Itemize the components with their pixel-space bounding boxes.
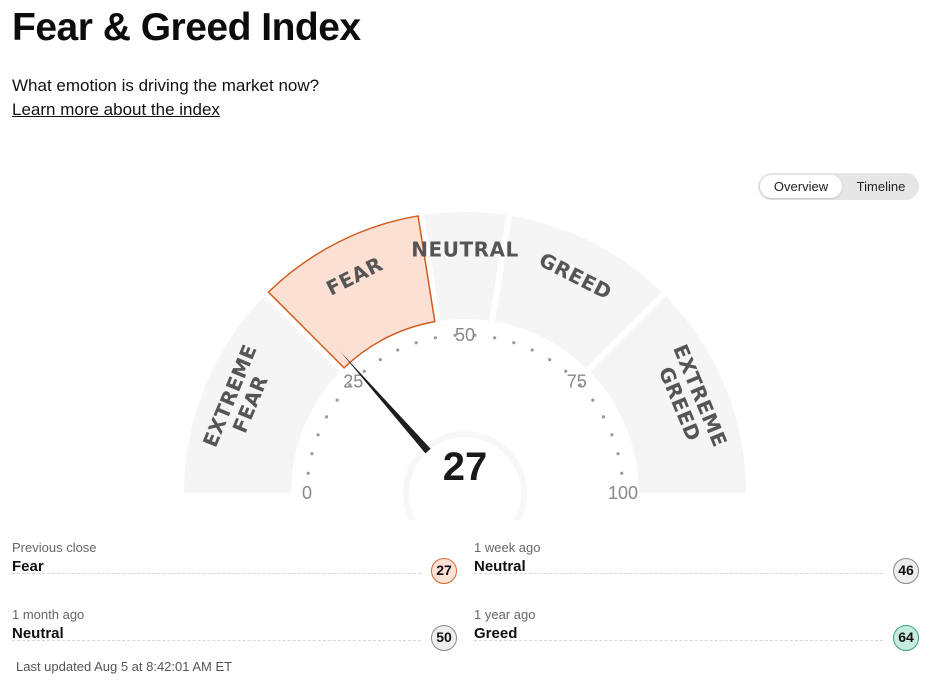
gauge-tick-dot	[378, 357, 382, 362]
gauge-tick-dot	[620, 471, 624, 475]
history-rating: Neutral	[12, 625, 64, 642]
gauge-tick-dot	[473, 333, 477, 337]
gauge-tick-dot	[306, 471, 310, 475]
score-badge: 46	[893, 558, 919, 584]
history-label: Previous close	[12, 540, 97, 555]
gauge-tick-dot	[512, 341, 516, 345]
gauge-tick-dot	[414, 341, 418, 345]
history-label: 1 year ago	[474, 607, 536, 622]
gauge-segment-label: NEUTRAL	[411, 238, 518, 262]
gauge-tick-dot	[601, 415, 606, 419]
gauge-segment-neutral	[424, 212, 506, 321]
gauge-segment-greed	[495, 215, 662, 368]
divider	[474, 573, 883, 574]
gauge-tick-label: 75	[567, 371, 587, 391]
history-rating: Greed	[474, 625, 518, 642]
divider	[474, 640, 883, 641]
history-1-month-ago: 1 month ago Neutral 50	[12, 607, 457, 663]
gauge-tick-dot	[324, 415, 329, 419]
page-title: Fear & Greed Index	[12, 6, 361, 49]
view-toggle: Overview Timeline	[758, 173, 919, 200]
divider	[12, 640, 421, 641]
gauge-tick-dot	[616, 452, 620, 456]
gauge-segment-extreme-greed	[590, 296, 746, 493]
gauge-score: 27	[443, 445, 488, 489]
gauge-tick-dot	[564, 369, 568, 373]
gauge-segment-extreme-fear	[184, 296, 340, 493]
gauge-tick-dot	[591, 398, 595, 402]
history-label: 1 week ago	[474, 540, 541, 555]
gauge-tick-label: 100	[608, 483, 638, 503]
score-badge: 27	[431, 558, 457, 584]
history-1-week-ago: 1 week ago Neutral 46	[474, 540, 919, 596]
gauge-tick-dot	[396, 348, 400, 352]
gauge-tick-dot	[362, 369, 366, 373]
score-badge: 64	[893, 625, 919, 651]
gauge-tick-dot	[316, 433, 320, 437]
score-badge: 50	[431, 625, 457, 651]
gauge-tick-dot	[578, 383, 582, 387]
last-updated: Last updated Aug 5 at 8:42:01 AM ET	[16, 659, 233, 674]
gauge-tick-label: 50	[455, 325, 475, 345]
gauge-tick-dot	[548, 357, 552, 362]
gauge-tick-dot	[493, 336, 497, 340]
page-subtitle: What emotion is driving the market now?	[12, 76, 320, 95]
gauge-tick-dot	[453, 333, 457, 337]
gauge-center	[409, 437, 521, 520]
gauge-tick-dot	[310, 452, 314, 456]
gauge-tick-dot	[530, 348, 534, 352]
history-label: 1 month ago	[12, 607, 85, 622]
gauge-segment-fear	[267, 215, 436, 369]
history-1-year-ago: 1 year ago Greed 64	[474, 607, 919, 663]
history-rating: Fear	[12, 558, 44, 575]
history-rating: Neutral	[474, 558, 526, 575]
gauge-tick-dot	[610, 433, 614, 437]
gauge-tick-dot	[335, 398, 339, 402]
gauge-tick-label: 25	[343, 371, 363, 391]
learn-more-link[interactable]: Learn more about the index	[12, 100, 220, 119]
divider	[12, 573, 421, 574]
gauge-tick-dot	[348, 383, 352, 387]
history-previous-close: Previous close Fear 27	[12, 540, 457, 596]
gauge-tick-label: 0	[302, 483, 312, 503]
tab-overview[interactable]: Overview	[760, 175, 842, 198]
tab-timeline[interactable]: Timeline	[856, 179, 906, 194]
gauge-tick-dot	[433, 336, 437, 340]
